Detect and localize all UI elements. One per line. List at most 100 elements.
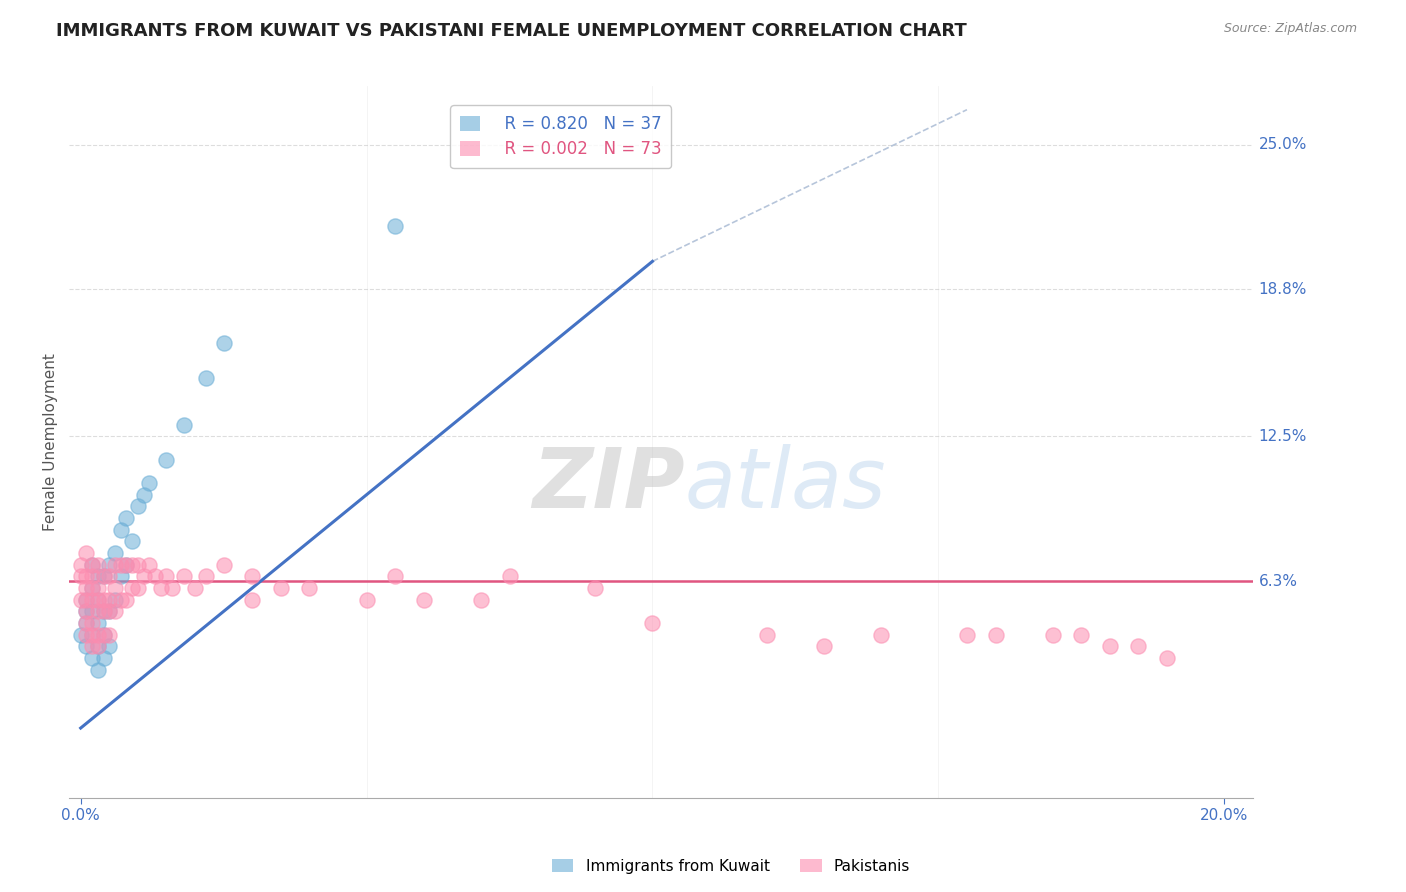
Point bbox=[127, 581, 149, 595]
Point bbox=[184, 581, 207, 595]
Text: 18.8%: 18.8% bbox=[1258, 282, 1308, 297]
Point bbox=[195, 569, 218, 583]
Point bbox=[110, 558, 132, 572]
Point bbox=[75, 592, 97, 607]
Point bbox=[110, 523, 132, 537]
Point bbox=[82, 628, 104, 642]
Point bbox=[87, 604, 110, 618]
Point bbox=[138, 558, 160, 572]
Point bbox=[1098, 640, 1121, 654]
Point bbox=[155, 569, 177, 583]
Point bbox=[93, 651, 115, 665]
Point bbox=[82, 581, 104, 595]
Point bbox=[115, 558, 138, 572]
Point bbox=[143, 569, 166, 583]
Point bbox=[115, 558, 138, 572]
Point bbox=[470, 592, 492, 607]
Point bbox=[127, 558, 149, 572]
Point bbox=[270, 581, 292, 595]
Point bbox=[82, 604, 104, 618]
Point bbox=[104, 546, 127, 560]
Point bbox=[69, 592, 91, 607]
Text: IMMIGRANTS FROM KUWAIT VS PAKISTANI FEMALE UNEMPLOYMENT CORRELATION CHART: IMMIGRANTS FROM KUWAIT VS PAKISTANI FEMA… bbox=[56, 22, 967, 40]
Point bbox=[240, 569, 263, 583]
Point bbox=[98, 558, 121, 572]
Text: Source: ZipAtlas.com: Source: ZipAtlas.com bbox=[1223, 22, 1357, 36]
Point bbox=[1070, 628, 1092, 642]
Point bbox=[82, 651, 104, 665]
Point bbox=[121, 558, 143, 572]
Point bbox=[87, 592, 110, 607]
Point bbox=[93, 569, 115, 583]
Point bbox=[98, 592, 121, 607]
Point bbox=[138, 476, 160, 491]
Point bbox=[104, 592, 127, 607]
Point bbox=[93, 604, 115, 618]
Point bbox=[298, 581, 321, 595]
Point bbox=[212, 558, 235, 572]
Point bbox=[93, 628, 115, 642]
Point bbox=[356, 592, 378, 607]
Point bbox=[98, 604, 121, 618]
Point bbox=[93, 628, 115, 642]
Point bbox=[412, 592, 434, 607]
Point bbox=[93, 592, 115, 607]
Point bbox=[98, 604, 121, 618]
Point bbox=[813, 640, 835, 654]
Text: 12.5%: 12.5% bbox=[1258, 429, 1308, 444]
Point bbox=[115, 592, 138, 607]
Point bbox=[1128, 640, 1150, 654]
Point bbox=[132, 569, 155, 583]
Text: 6.3%: 6.3% bbox=[1258, 574, 1298, 589]
Point bbox=[82, 615, 104, 630]
Point bbox=[69, 558, 91, 572]
Point bbox=[98, 569, 121, 583]
Point bbox=[1042, 628, 1064, 642]
Point bbox=[110, 569, 132, 583]
Point bbox=[87, 592, 110, 607]
Point bbox=[132, 488, 155, 502]
Text: atlas: atlas bbox=[685, 444, 886, 525]
Point bbox=[104, 581, 127, 595]
Point bbox=[75, 569, 97, 583]
Point bbox=[98, 628, 121, 642]
Point bbox=[75, 615, 97, 630]
Point bbox=[87, 581, 110, 595]
Point bbox=[75, 640, 97, 654]
Point bbox=[87, 640, 110, 654]
Point bbox=[1156, 651, 1178, 665]
Point bbox=[127, 500, 149, 514]
Point bbox=[82, 592, 104, 607]
Point bbox=[641, 615, 664, 630]
Legend:   R = 0.820   N = 37,   R = 0.002   N = 73: R = 0.820 N = 37, R = 0.002 N = 73 bbox=[450, 105, 671, 168]
Point bbox=[82, 558, 104, 572]
Point bbox=[984, 628, 1007, 642]
Text: 25.0%: 25.0% bbox=[1258, 137, 1308, 153]
Point bbox=[755, 628, 778, 642]
Point bbox=[160, 581, 183, 595]
Point bbox=[498, 569, 520, 583]
Point bbox=[173, 569, 195, 583]
Point bbox=[104, 558, 127, 572]
Point bbox=[173, 417, 195, 432]
Point bbox=[956, 628, 979, 642]
Point bbox=[155, 452, 177, 467]
Point bbox=[82, 581, 104, 595]
Point bbox=[82, 628, 104, 642]
Point bbox=[69, 569, 91, 583]
Point bbox=[870, 628, 893, 642]
Text: ZIP: ZIP bbox=[531, 444, 685, 525]
Point bbox=[69, 628, 91, 642]
Point bbox=[104, 604, 127, 618]
Point bbox=[121, 534, 143, 549]
Point bbox=[195, 371, 218, 385]
Point bbox=[98, 640, 121, 654]
Point bbox=[240, 592, 263, 607]
Point bbox=[87, 558, 110, 572]
Point bbox=[384, 219, 406, 234]
Point bbox=[75, 592, 97, 607]
Legend: Immigrants from Kuwait, Pakistanis: Immigrants from Kuwait, Pakistanis bbox=[546, 853, 917, 880]
Y-axis label: Female Unemployment: Female Unemployment bbox=[44, 353, 58, 531]
Point bbox=[75, 604, 97, 618]
Point bbox=[75, 615, 97, 630]
